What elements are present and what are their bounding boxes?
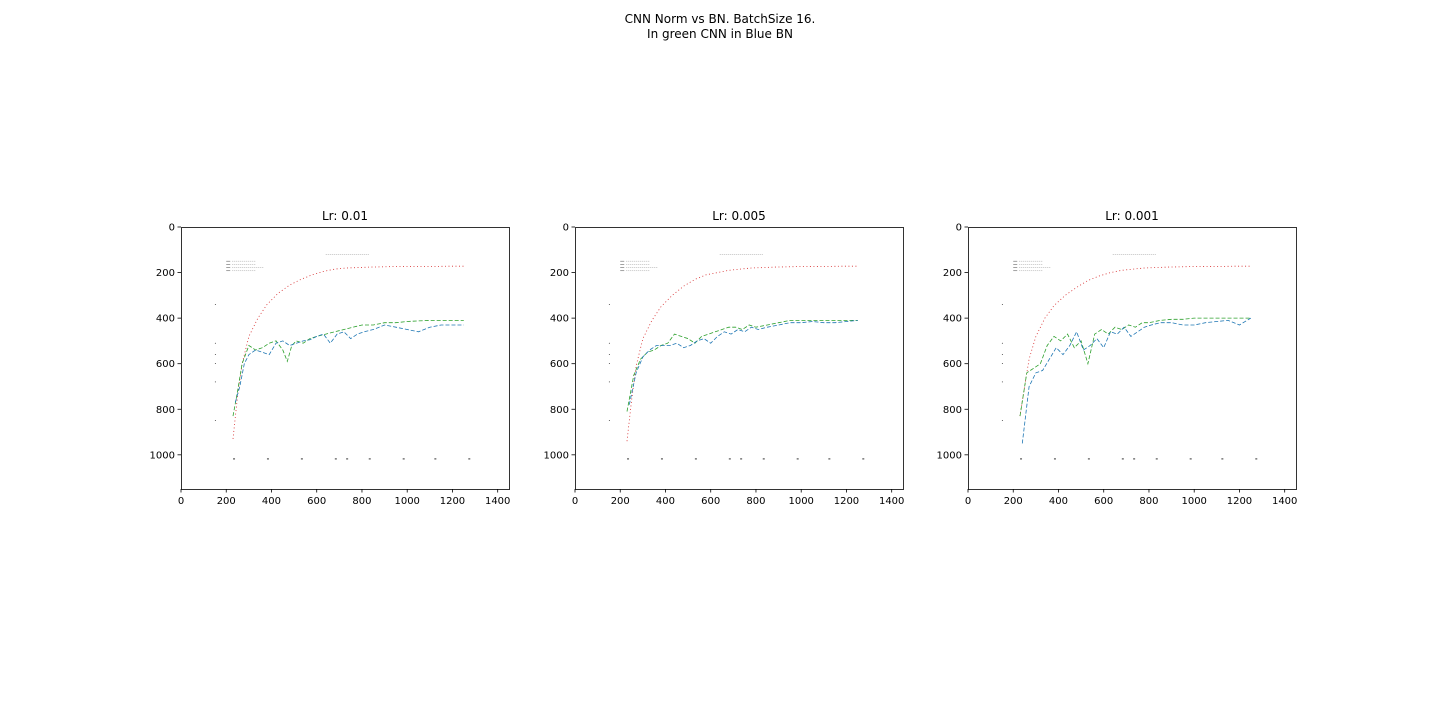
axes-frame xyxy=(968,227,1297,490)
x-tick-label: 600 xyxy=(701,496,720,507)
x-tick-label: 400 xyxy=(262,496,281,507)
subplot-title: Lr: 0.01 xyxy=(322,209,368,223)
x-tick-label: 800 xyxy=(352,496,371,507)
series-line-blue xyxy=(628,320,858,405)
x-tick-label: 200 xyxy=(611,496,630,507)
y-tick-label: 1000 xyxy=(544,450,569,461)
subplot-lr-0.005: Lr: 0.005 0 200 400 600 800 1000 1200 1400 0 200 40… xyxy=(544,209,905,507)
y-tick-label: 1000 xyxy=(150,450,175,461)
plot-area xyxy=(214,254,471,460)
figure-title-line-1: CNN Norm vs BN. BatchSize 16. xyxy=(624,12,816,26)
y-tick-label: 400 xyxy=(943,314,962,325)
series-line-green xyxy=(232,319,464,417)
x-tick-label: 0 xyxy=(965,496,971,507)
x-tick-label: 1000 xyxy=(394,496,419,507)
y-tick-label: 200 xyxy=(156,268,175,279)
x-tick-label: 800 xyxy=(746,496,765,507)
y-tick-label: 400 xyxy=(156,314,175,325)
subplot-lr-0.01: Lr: 0.01 0 200 400 600 800 1000 1200 1400 0 200 400… xyxy=(150,209,511,507)
y-tick-label: 800 xyxy=(550,405,569,416)
y-tick-label: 600 xyxy=(550,359,569,370)
y-tick-label: 400 xyxy=(550,314,569,325)
x-tick-label: 200 xyxy=(217,496,236,507)
y-tick-label: 0 xyxy=(956,223,962,234)
x-tick-label: 0 xyxy=(572,496,578,507)
series-line-red xyxy=(232,265,464,439)
subplot-title: Lr: 0.005 xyxy=(712,209,766,223)
x-tick-label: 1000 xyxy=(1181,496,1206,507)
x-tick-label: 1200 xyxy=(1227,496,1252,507)
y-tick-label: 200 xyxy=(550,268,569,279)
subplot-title: Lr: 0.001 xyxy=(1105,209,1159,223)
y-tick-label: 600 xyxy=(943,359,962,370)
x-tick-label: 0 xyxy=(178,496,184,507)
x-tick-label: 600 xyxy=(307,496,326,507)
figure-title-line-2: In green CNN in Blue BN xyxy=(647,27,793,41)
x-tick-label: 400 xyxy=(1049,496,1068,507)
figure-title: CNN Norm vs BN. BatchSize 16. In green C… xyxy=(0,12,1440,42)
x-tick-label: 1200 xyxy=(440,496,465,507)
axes-frame xyxy=(181,227,510,490)
axes-frame xyxy=(575,227,904,490)
series-line-blue xyxy=(1021,317,1252,444)
series-line-green xyxy=(626,319,858,412)
x-tick-label: 1400 xyxy=(879,496,904,507)
y-tick-label: 600 xyxy=(156,359,175,370)
series-line-red xyxy=(1019,265,1251,417)
y-tick-label: 1000 xyxy=(937,450,962,461)
x-tick-label: 1200 xyxy=(834,496,859,507)
x-tick-label: 1400 xyxy=(485,496,510,507)
subplot-lr-0.001: Lr: 0.001 0 200 400 600 800 1000 1200 1400 0 200 40… xyxy=(937,209,1298,507)
y-tick-label: 0 xyxy=(563,223,569,234)
y-tick-label: 0 xyxy=(169,223,175,234)
x-tick-label: 600 xyxy=(1094,496,1113,507)
x-tick-label: 1400 xyxy=(1272,496,1297,507)
plot-area xyxy=(608,254,865,460)
x-tick-label: 1000 xyxy=(788,496,813,507)
y-tick-label: 800 xyxy=(943,405,962,416)
y-tick-label: 800 xyxy=(156,405,175,416)
series-line-red xyxy=(626,265,858,442)
series-line-blue xyxy=(234,324,464,403)
x-tick-label: 200 xyxy=(1004,496,1023,507)
y-tick-label: 200 xyxy=(943,268,962,279)
series-line-green xyxy=(1019,317,1251,417)
plot-area xyxy=(1001,254,1258,460)
x-tick-label: 800 xyxy=(1139,496,1158,507)
x-tick-label: 400 xyxy=(656,496,675,507)
